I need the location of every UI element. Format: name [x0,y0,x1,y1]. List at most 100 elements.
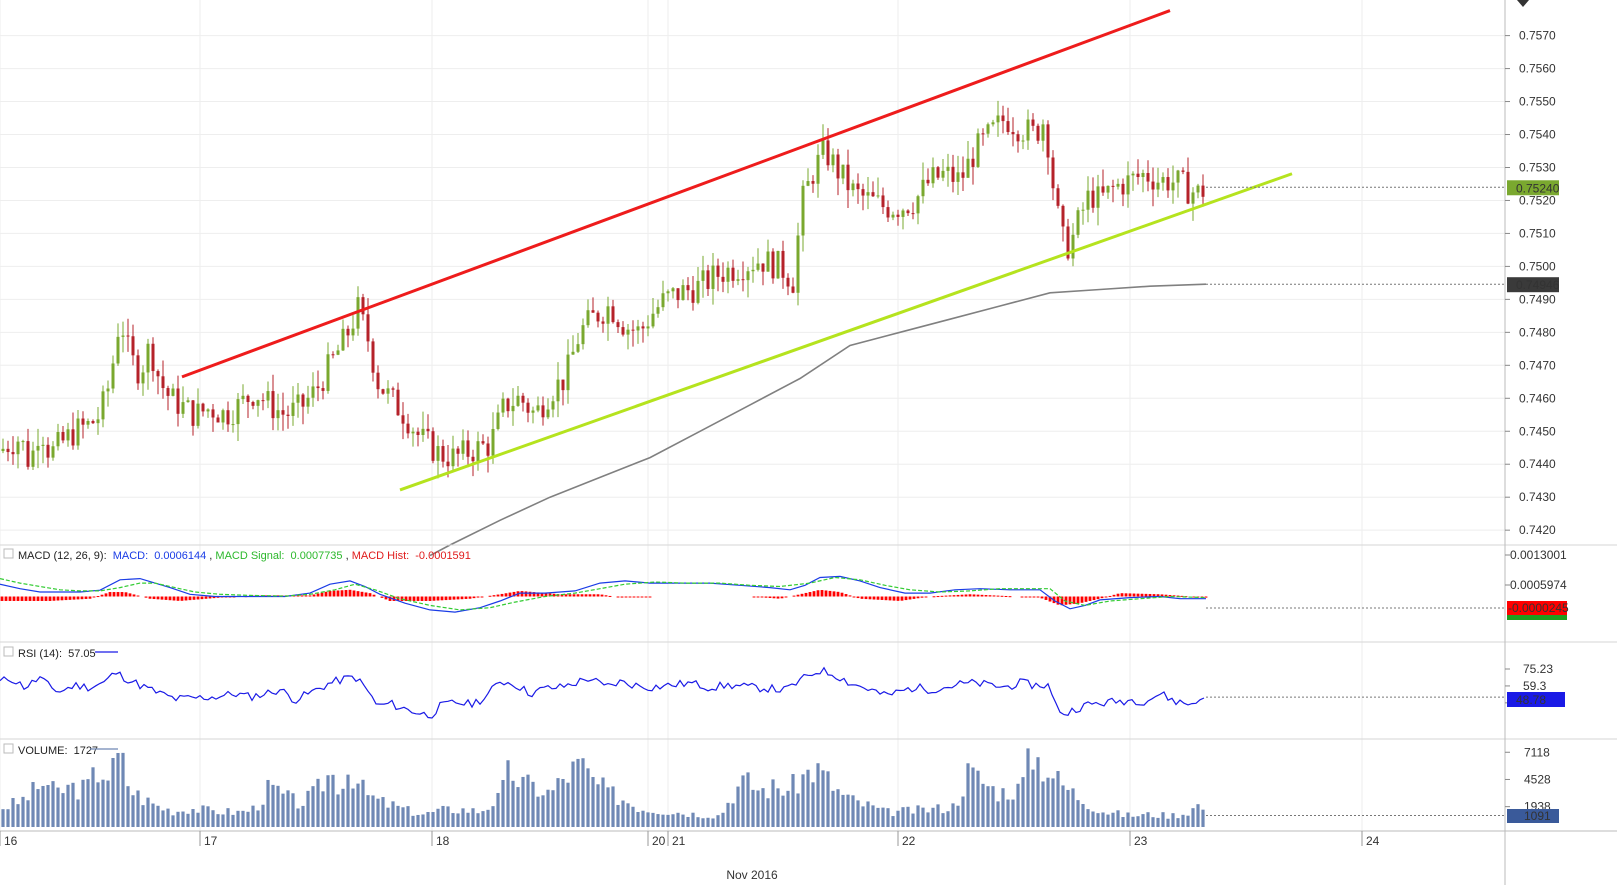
volume-bar [886,808,890,827]
macd-hist-bar [172,596,176,601]
macd-hist-bar [176,596,180,601]
volume-bar [256,810,260,827]
candle-body [781,250,785,278]
macd-hist-bar [1076,596,1080,604]
candle-body [991,122,995,125]
volume-bar [456,813,460,827]
candle-body [1111,185,1115,187]
price-tick-label: 0.7520 [1519,193,1556,207]
last-price-label: 0.75240 [1516,181,1560,195]
macd-hist-bar [632,596,636,598]
candle-body [866,192,870,196]
macd-collapse-icon[interactable] [3,548,14,559]
candle-body [431,431,435,461]
candle-body [26,441,30,467]
volume-bar [1081,804,1085,827]
price-tick-label: 0.7510 [1519,226,1556,240]
volume-bar [541,795,545,827]
volume-bar [56,787,60,827]
time-tick-label: 23 [1134,834,1148,848]
candle-body [791,286,795,293]
time-tick-label: 24 [1366,834,1380,848]
macd-hist-bar [980,594,984,597]
macd-hist-bar [488,595,492,597]
volume-bar [901,807,905,827]
macd-hist-bar [188,596,192,601]
macd-hist-bar [584,594,588,597]
macd-hist-bar [904,596,908,601]
candle-body [691,290,695,303]
volume-bar [931,807,935,827]
macd-hist-bar [560,594,564,597]
candle-body [41,444,45,446]
candle-body [106,388,110,392]
candle-body [921,179,925,197]
macd-tick-label: 0.0005974 [1510,578,1567,592]
candle-body [36,445,40,451]
macd-hist-bar [428,596,432,601]
time-axis[interactable]: 16 17 18 20 21 22 23 24 [0,831,1380,848]
volume-bar [476,813,480,827]
candle-body [686,285,690,291]
macd-hist-bar [312,594,316,597]
volume-bar [906,806,910,827]
volume-bar [461,808,465,827]
macd-hist-bar [864,596,868,600]
candle-body [146,343,150,373]
macd-hist-bar [756,596,760,598]
volume-bar [136,790,140,827]
macd-hist-bar [872,596,876,600]
macd-hist-bar [644,596,648,598]
macd-hist-bar [624,596,628,598]
svg-text:RSI (14): 57.05: RSI (14): 57.05 [18,648,96,660]
candle-body [806,181,810,186]
support-trendline[interactable] [399,172,1293,492]
macd-hist-bar [1092,596,1096,601]
volume-bar [526,774,530,827]
candle-body [371,341,375,373]
macd-hist-bar [968,594,972,597]
volume-bar [301,805,305,827]
volume-bar [506,760,510,827]
macd-hist-bar [396,596,400,601]
volume-bar [816,763,820,827]
volume-bar [706,817,710,827]
macd-hist-bar [1032,596,1036,598]
macd-panel[interactable]: MACD (12, 26, 9): MACD: 0.0006144 , MACD… [0,548,1505,613]
volume-collapse-icon[interactable] [3,743,14,754]
macd-hist-bar [952,595,956,597]
chart-menu-caret-icon[interactable] [1517,0,1529,7]
candle-body [956,172,960,182]
candle-body [751,269,755,272]
volume-bar [641,810,645,827]
macd-hist-bar [940,595,944,597]
macd-hist-bar [116,592,120,597]
resistance-trendline[interactable] [181,9,1171,379]
candle-body [741,279,745,281]
volume-bar [181,811,185,827]
volume-panel[interactable]: VOLUME: 1727 [1,743,1505,827]
candle-body [216,417,220,423]
macd-hist-bar [988,595,992,597]
candle-body [716,265,720,277]
candle-body [261,400,265,402]
macd-hist-bar [348,589,352,597]
macd-hist-bar [916,596,920,599]
rsi-collapse-icon[interactable] [3,646,14,657]
candle-body [221,410,225,423]
candle-body [276,410,280,419]
macd-hist-bar [104,593,108,597]
time-axis-month-label: Nov 2016 [726,868,778,882]
candle-body [491,428,495,456]
volume-bar [996,801,1000,827]
candle-body [681,285,685,301]
macd-hist-bar [984,595,988,597]
price-panel[interactable] [1,9,1506,557]
volume-bar [491,806,495,827]
candle-body [831,154,835,166]
rsi-panel[interactable]: RSI (14): 57.05 [0,646,1505,719]
volume-bar [481,811,485,827]
macd-hist-bar [452,596,456,600]
price-axis[interactable]: 0.7570 0.7560 0.7550 0.7540 0.7530 0.7520 0.75… [1505,29,1556,538]
